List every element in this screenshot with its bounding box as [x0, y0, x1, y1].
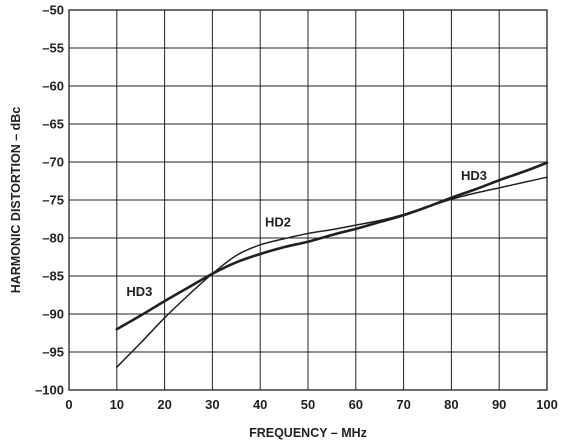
series-line-hd2	[116, 176, 548, 368]
x-tick-label: 30	[205, 397, 219, 412]
y-tick-labels: –50 –55 –60 –65 –70 –75 –80 –85 –90 –95 –100	[35, 3, 64, 398]
x-tick-label: 0	[65, 397, 72, 412]
y-tick-label: –75	[42, 193, 64, 208]
y-tick-label: –65	[42, 117, 64, 132]
annotations: HD3 HD2 HD3	[126, 168, 487, 299]
series-line-hd3	[115, 161, 549, 331]
annotation-label: HD3	[461, 168, 487, 183]
grid-lines	[69, 10, 547, 390]
y-tick-label: –85	[42, 269, 64, 284]
x-tick-labels: 0 10 20 30 40 50 60 70 80 90 100	[65, 397, 557, 412]
y-tick-label: –90	[42, 307, 64, 322]
x-axis-title: FREQUENCY – MHz	[249, 426, 367, 440]
y-tick-label: –95	[42, 345, 64, 360]
annotation-label: HD3	[126, 284, 152, 299]
x-tick-label: 100	[536, 397, 558, 412]
x-tick-label: 10	[110, 397, 124, 412]
x-tick-label: 80	[444, 397, 458, 412]
y-tick-label: –70	[42, 155, 64, 170]
annotation-label: HD2	[265, 215, 291, 230]
x-tick-label: 90	[492, 397, 506, 412]
x-tick-label: 20	[157, 397, 171, 412]
y-tick-label: –60	[42, 79, 64, 94]
series-lines	[115, 161, 549, 368]
y-tick-label: –100	[35, 383, 64, 398]
x-tick-label: 70	[396, 397, 410, 412]
y-axis-title: HARMONIC DISTORTION – dBc	[9, 107, 23, 294]
y-tick-label: –80	[42, 231, 64, 246]
x-tick-label: 60	[349, 397, 363, 412]
x-tick-label: 40	[253, 397, 267, 412]
y-tick-label: –50	[42, 3, 64, 18]
y-tick-label: –55	[42, 41, 64, 56]
x-tick-label: 50	[301, 397, 315, 412]
plot-frame	[68, 9, 548, 391]
